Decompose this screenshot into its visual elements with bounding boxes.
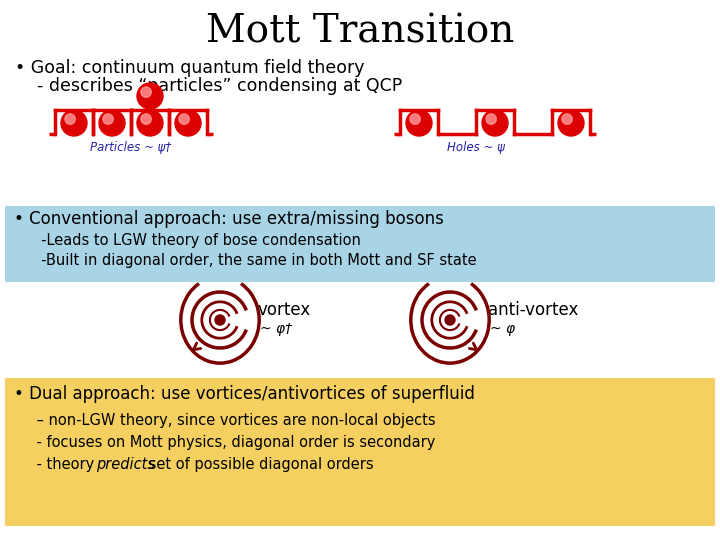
Text: Particles ~ ψ†: Particles ~ ψ† <box>91 141 171 154</box>
Circle shape <box>141 114 151 124</box>
FancyBboxPatch shape <box>5 378 715 526</box>
Circle shape <box>406 110 432 136</box>
Text: • Goal: continuum quantum field theory: • Goal: continuum quantum field theory <box>15 59 364 77</box>
Circle shape <box>558 110 584 136</box>
Text: anti-vortex: anti-vortex <box>488 301 578 319</box>
Circle shape <box>103 114 113 124</box>
Circle shape <box>175 110 201 136</box>
Circle shape <box>445 315 455 325</box>
Circle shape <box>562 114 572 124</box>
Text: -Leads to LGW theory of bose condensation: -Leads to LGW theory of bose condensatio… <box>18 233 361 247</box>
Circle shape <box>141 87 151 97</box>
Text: predicts: predicts <box>96 456 155 471</box>
Circle shape <box>215 315 225 325</box>
Text: • Conventional approach: use extra/missing bosons: • Conventional approach: use extra/missi… <box>14 210 444 228</box>
Circle shape <box>65 114 76 124</box>
Text: - focuses on Mott physics, diagonal order is secondary: - focuses on Mott physics, diagonal orde… <box>18 435 436 449</box>
Circle shape <box>486 114 496 124</box>
Text: ~ φ: ~ φ <box>490 322 515 336</box>
Circle shape <box>137 110 163 136</box>
Text: - describes “particles” condensing at QCP: - describes “particles” condensing at QC… <box>15 77 402 95</box>
Text: ~ φ†: ~ φ† <box>260 322 292 336</box>
Text: Holes ~ ψ: Holes ~ ψ <box>447 141 505 154</box>
Circle shape <box>410 114 420 124</box>
Text: Mott Transition: Mott Transition <box>206 14 514 51</box>
Text: - theory: - theory <box>18 456 99 471</box>
Text: set of possible diagonal orders: set of possible diagonal orders <box>144 456 374 471</box>
Text: • Dual approach: use vortices/antivortices of superfluid: • Dual approach: use vortices/antivortic… <box>14 385 475 403</box>
Text: -Built in diagonal order, the same in both Mott and SF state: -Built in diagonal order, the same in bo… <box>18 253 477 267</box>
Text: vortex: vortex <box>258 301 311 319</box>
Circle shape <box>61 110 87 136</box>
Circle shape <box>179 114 189 124</box>
FancyBboxPatch shape <box>5 206 715 282</box>
Circle shape <box>99 110 125 136</box>
Circle shape <box>137 83 163 109</box>
Circle shape <box>482 110 508 136</box>
Text: – non-LGW theory, since vortices are non-local objects: – non-LGW theory, since vortices are non… <box>18 413 436 428</box>
